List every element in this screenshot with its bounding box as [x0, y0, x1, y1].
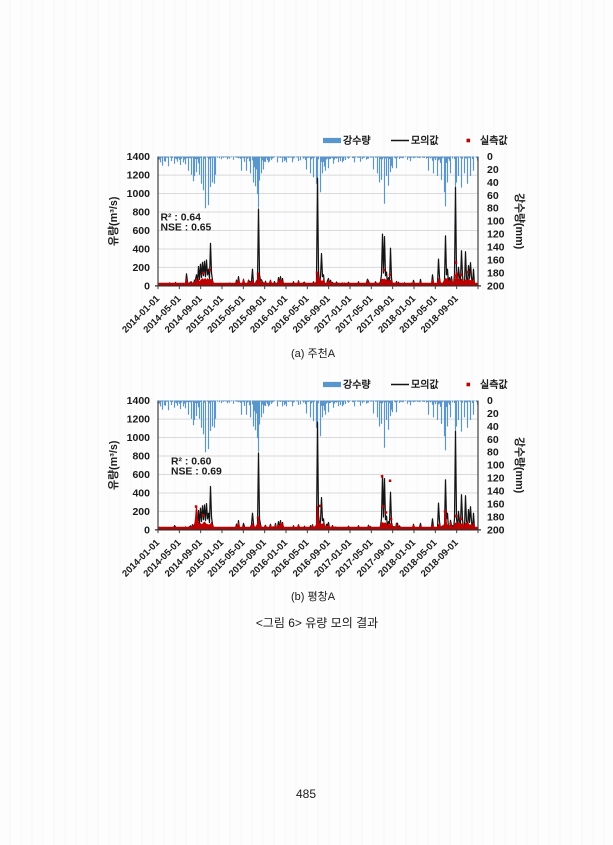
- svg-text:80: 80: [487, 447, 499, 459]
- svg-text:140: 140: [487, 242, 505, 254]
- svg-text:강수량: 강수량: [343, 378, 371, 391]
- svg-text:180: 180: [487, 267, 505, 279]
- svg-text:120: 120: [487, 473, 505, 485]
- svg-text:모의값: 모의값: [411, 378, 439, 391]
- svg-text:20: 20: [487, 408, 499, 420]
- svg-text:400: 400: [132, 487, 150, 499]
- svg-text:(a) 주천A: (a) 주천A: [291, 346, 336, 360]
- svg-text:모의값: 모의값: [411, 134, 439, 147]
- svg-text:600: 600: [132, 469, 150, 481]
- svg-text:800: 800: [132, 450, 150, 462]
- svg-text:200: 200: [487, 280, 505, 292]
- svg-text:1000: 1000: [127, 432, 151, 444]
- svg-text:1000: 1000: [127, 188, 151, 200]
- svg-text:180: 180: [487, 511, 505, 523]
- svg-text:유량(m³/s): 유량(m³/s): [107, 196, 120, 246]
- svg-text:485: 485: [296, 787, 316, 801]
- svg-text:강수량(mm): 강수량(mm): [513, 193, 527, 250]
- svg-text:강수량: 강수량: [343, 134, 371, 147]
- svg-text:NSE : 0.65: NSE : 0.65: [161, 223, 212, 234]
- svg-text:R² : 0.64: R² : 0.64: [161, 212, 202, 223]
- svg-text:1400: 1400: [127, 395, 151, 407]
- svg-text:NSE : 0.69: NSE : 0.69: [171, 467, 222, 478]
- svg-text:140: 140: [487, 486, 505, 498]
- svg-text:200: 200: [132, 506, 150, 518]
- svg-text:<그림 6> 유량 모의 결과: <그림 6> 유량 모의 결과: [256, 616, 378, 630]
- svg-text:0: 0: [144, 524, 150, 536]
- svg-text:1200: 1200: [127, 169, 151, 181]
- svg-text:60: 60: [487, 434, 499, 446]
- svg-text:1200: 1200: [127, 413, 151, 425]
- svg-text:0: 0: [487, 151, 493, 163]
- svg-text:800: 800: [132, 206, 150, 218]
- svg-text:100: 100: [487, 460, 505, 472]
- svg-text:0: 0: [144, 280, 150, 292]
- svg-text:1400: 1400: [127, 151, 151, 163]
- svg-text:600: 600: [132, 225, 150, 237]
- svg-text:0: 0: [487, 395, 493, 407]
- svg-text:40: 40: [487, 421, 499, 433]
- svg-text:160: 160: [487, 254, 505, 266]
- svg-text:R² : 0.60: R² : 0.60: [171, 456, 212, 467]
- svg-text:(b) 평창A: (b) 평창A: [291, 590, 336, 603]
- svg-text:120: 120: [487, 229, 505, 241]
- svg-text:실측값: 실측값: [480, 378, 508, 391]
- svg-text:80: 80: [487, 203, 499, 215]
- svg-text:40: 40: [487, 177, 499, 189]
- svg-text:200: 200: [132, 262, 150, 274]
- svg-text:60: 60: [487, 190, 499, 202]
- svg-text:100: 100: [487, 216, 505, 228]
- svg-text:실측값: 실측값: [480, 134, 508, 147]
- svg-text:유량(m³/s): 유량(m³/s): [107, 440, 120, 490]
- svg-text:400: 400: [132, 243, 150, 255]
- svg-text:강수량(mm): 강수량(mm): [513, 437, 527, 494]
- svg-text:20: 20: [487, 164, 499, 176]
- svg-text:160: 160: [487, 498, 505, 510]
- svg-text:200: 200: [487, 524, 505, 536]
